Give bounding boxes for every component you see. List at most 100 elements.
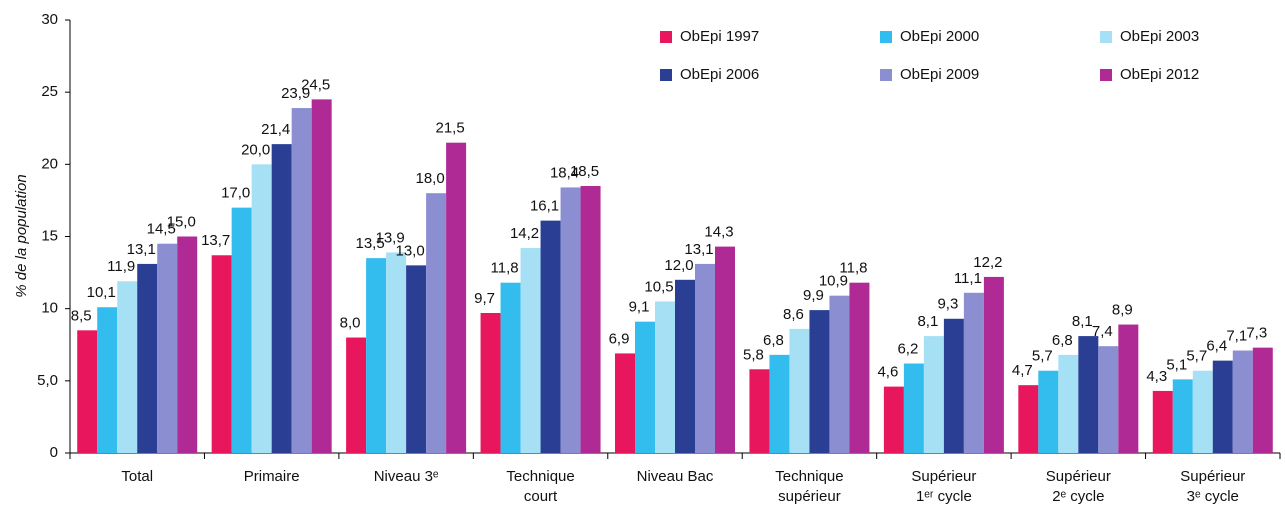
bar	[1078, 336, 1099, 453]
bar	[520, 248, 541, 453]
value-label: 5,7	[1186, 348, 1207, 365]
bar	[1152, 390, 1173, 453]
bar	[117, 281, 138, 453]
bar	[1172, 379, 1193, 453]
x-tick-label: Niveau Bac	[637, 468, 714, 485]
bar	[903, 363, 924, 453]
bar	[580, 185, 601, 453]
x-tick-label: Supérieur 3ᵉ cycle	[1180, 468, 1245, 505]
bar	[809, 310, 830, 453]
bar	[849, 282, 870, 453]
legend-label: ObEpi 1997	[680, 28, 759, 45]
bar	[346, 337, 367, 453]
x-tick-label: Total	[121, 468, 153, 485]
value-label: 8,9	[1112, 302, 1133, 319]
bar	[1252, 347, 1273, 453]
value-label: 13,1	[684, 241, 713, 258]
bar	[137, 263, 158, 453]
legend-label: ObEpi 2003	[1120, 28, 1199, 45]
value-label: 10,1	[87, 284, 116, 301]
bar	[311, 99, 332, 453]
value-label: 6,8	[763, 332, 784, 349]
bar	[769, 354, 790, 453]
bar	[615, 353, 635, 453]
value-label: 4,6	[877, 364, 898, 381]
legend-label: ObEpi 2012	[1120, 66, 1199, 83]
value-label: 13,1	[127, 241, 156, 258]
legend-label: ObEpi 2000	[900, 28, 979, 45]
value-label: 9,7	[474, 290, 495, 307]
value-label: 11,8	[491, 260, 519, 277]
legend-swatch	[660, 69, 672, 81]
value-label: 18,5	[570, 163, 599, 180]
value-label: 9,3	[937, 296, 958, 313]
bar	[386, 252, 407, 453]
bar	[1018, 385, 1039, 453]
value-label: 8,1	[1072, 313, 1093, 330]
legend-swatch	[1100, 31, 1112, 43]
bar	[963, 292, 984, 453]
bar	[1118, 324, 1139, 453]
value-label: 9,9	[803, 287, 824, 304]
bar	[1098, 346, 1119, 453]
y-tick-label: 5,0	[37, 372, 58, 389]
value-label: 9,1	[629, 299, 650, 316]
value-label: 7,3	[1246, 325, 1267, 342]
bar	[560, 187, 581, 453]
value-label: 21,5	[436, 120, 465, 137]
value-label: 23,9	[281, 85, 310, 102]
bar	[271, 144, 292, 454]
value-label: 6,4	[1206, 338, 1227, 355]
bar	[231, 207, 252, 453]
bar	[500, 282, 521, 453]
x-tick-label: Niveau 3ᵉ	[374, 468, 439, 485]
value-label: 13,7	[201, 232, 230, 249]
value-label: 17,0	[221, 185, 250, 202]
bar	[1212, 360, 1233, 453]
value-label: 12,2	[973, 254, 1002, 271]
bar	[635, 321, 655, 453]
bar	[446, 142, 467, 453]
value-label: 8,0	[340, 315, 361, 332]
bar	[715, 246, 735, 453]
legend-label: ObEpi 2006	[680, 66, 759, 83]
legend-swatch	[880, 69, 892, 81]
value-label: 14,3	[704, 224, 733, 241]
value-label: 15,0	[167, 213, 196, 230]
bar	[426, 193, 447, 453]
bar	[540, 220, 561, 453]
bar	[366, 258, 387, 453]
value-label: 6,9	[609, 330, 630, 347]
bar	[77, 330, 98, 453]
y-tick-label: 15	[41, 227, 58, 244]
legend-label: ObEpi 2009	[900, 66, 979, 83]
bar	[1192, 370, 1213, 453]
value-label: 11,9	[107, 258, 135, 275]
y-tick-label: 30	[41, 11, 58, 28]
value-label: 12,0	[664, 257, 693, 274]
legend-swatch	[880, 31, 892, 43]
bar	[695, 263, 715, 453]
bar	[1232, 350, 1253, 453]
value-label: 18,0	[416, 170, 445, 187]
value-label: 5,7	[1032, 348, 1053, 365]
bar	[251, 164, 272, 454]
bar	[789, 328, 810, 453]
value-label: 16,1	[530, 198, 559, 215]
value-label: 8,1	[917, 313, 938, 330]
value-label: 24,5	[301, 76, 330, 93]
value-label: 5,1	[1166, 356, 1187, 373]
x-tick-label: Supérieur 1ᵉʳ cycle	[911, 468, 976, 505]
bar	[97, 307, 118, 453]
value-label: 14,5	[147, 221, 176, 238]
y-tick-label: 20	[41, 155, 58, 172]
value-label: 7,1	[1226, 327, 1247, 344]
bar	[1038, 370, 1059, 453]
bar	[675, 279, 695, 453]
value-label: 13,9	[376, 229, 405, 246]
y-axis-label: % de la population	[13, 174, 30, 297]
bar	[883, 386, 904, 453]
bar	[291, 108, 312, 453]
value-label: 14,2	[510, 225, 539, 242]
value-label: 10,5	[644, 278, 673, 295]
